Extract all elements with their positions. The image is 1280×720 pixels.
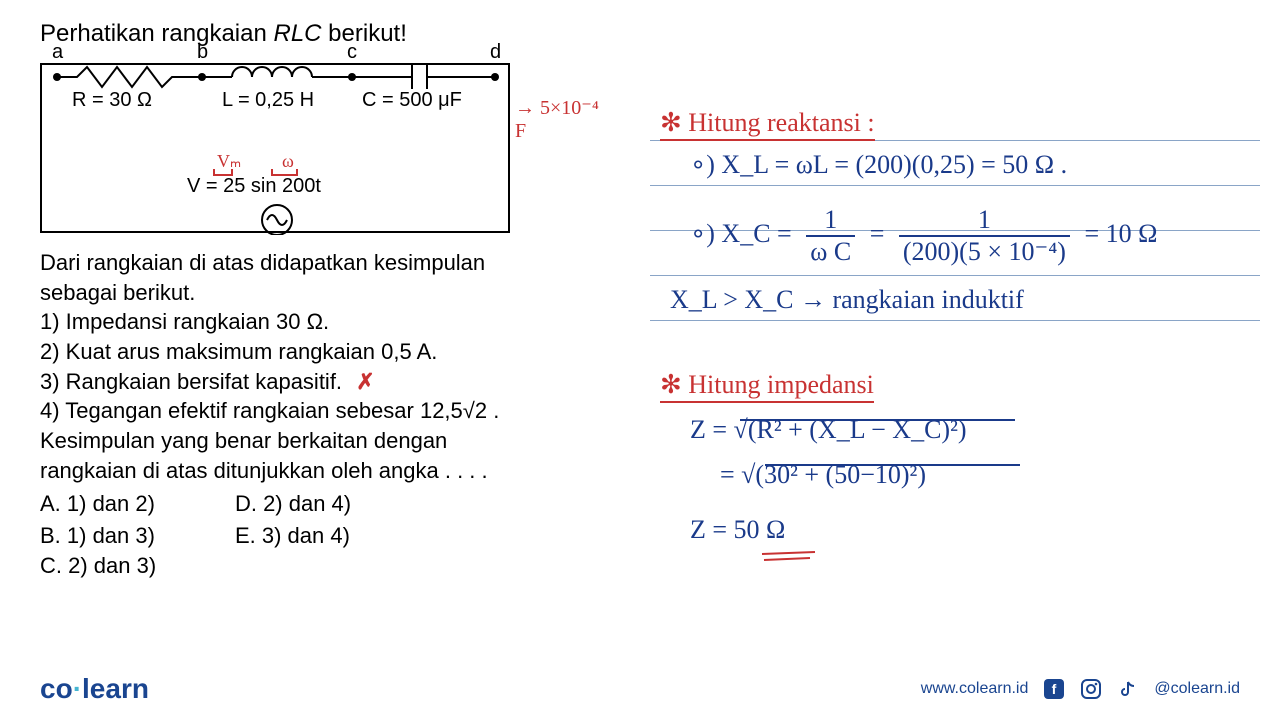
footer-handle: @colearn.id (1154, 680, 1240, 698)
footer-url: www.colearn.id (921, 680, 1029, 698)
footer-right: www.colearn.id f @colearn.id (921, 678, 1240, 700)
problem-conclusion-1: Kesimpulan yang benar berkaitan dengan (40, 426, 600, 456)
circuit-diagram: a b c d R = 30 Ω L = 0,25 H C = 500 μF V… (40, 63, 510, 233)
comparison-line: X_L > X_C → rangkaian induktif (670, 285, 1024, 315)
option-c: C. 2) dan 3) (40, 551, 600, 581)
frac1-num: 1 (806, 205, 855, 237)
title-prefix: Perhatikan rangkaian (40, 20, 273, 47)
problem-title: Perhatikan rangkaian RLC berikut! (40, 20, 600, 48)
eq-sign: = (870, 219, 885, 248)
title-suffix: berikut! (322, 20, 407, 47)
capacitor-label: C = 500 μF (362, 89, 462, 112)
logo-dot-icon: · (73, 673, 82, 704)
xc-result: = 10 Ω (1084, 219, 1157, 248)
red-bracket-icon (212, 167, 302, 177)
rule-line (650, 185, 1260, 186)
frac2-den: (200)(5 × 10⁻⁴) (899, 237, 1070, 267)
logo-co: co (40, 673, 73, 704)
node-d-label: d (490, 41, 501, 64)
instagram-icon (1080, 678, 1102, 700)
logo: co·learn (40, 673, 149, 705)
xl-equation: ∘) X_L = ωL = (200)(0,25) = 50 Ω . (690, 150, 1067, 180)
rule-line (650, 320, 1260, 321)
inductor-label: L = 0,25 H (222, 89, 314, 112)
heading-impedance: ✻ Hitung impedansi (660, 370, 874, 400)
resistor-label: R = 30 Ω (72, 89, 152, 112)
sqrt-bar-1-icon (740, 408, 1020, 422)
conversion-annotation: → 5×10⁻⁴ F (515, 95, 600, 143)
xc-equation-row: ∘) X_C = 1 ω C = 1 (200)(5 × 10⁻⁴) = 10 … (690, 205, 1157, 267)
frac1-den: ω C (806, 237, 855, 267)
problem-item-4: 4) Tegangan efektif rangkaian sebesar 12… (40, 396, 600, 426)
option-d: D. 2) dan 4) (235, 489, 351, 519)
heading-reactance-text: ✻ Hitung reaktansi : (660, 108, 875, 141)
problem-item-3: 3) Rangkaian bersifat kapasitif. (40, 369, 342, 394)
rule-line (650, 275, 1260, 276)
heading-impedance-text: ✻ Hitung impedansi (660, 370, 874, 403)
fraction-1: 1 ω C (806, 205, 855, 267)
node-b-label: b (197, 41, 208, 64)
problem-item-3-row: 3) Rangkaian bersifat kapasitif. ✗ (40, 367, 600, 397)
logo-learn: learn (82, 673, 149, 704)
node-c-label: c (347, 41, 357, 64)
node-a-label: a (52, 41, 63, 64)
problem-item-1: 1) Impedansi rangkaian 30 Ω. (40, 307, 600, 337)
options-row-2: B. 1) dan 3) E. 3) dan 4) (40, 521, 600, 551)
voltage-label: V = 25 sin 200t (187, 175, 321, 198)
option-e: E. 3) dan 4) (235, 521, 350, 551)
problem-item-2: 2) Kuat arus maksimum rangkaian 0,5 A. (40, 337, 600, 367)
title-italic: RLC (273, 20, 321, 47)
option-a: A. 1) dan 2) (40, 489, 155, 519)
facebook-icon: f (1043, 678, 1065, 700)
problem-conclusion-2: rangkaian di atas ditunjukkan oleh angka… (40, 456, 600, 486)
double-underline-icon (760, 550, 820, 564)
red-x-mark: ✗ (356, 369, 374, 394)
tiktok-icon (1117, 678, 1139, 700)
options-row-1: A. 1) dan 2) D. 2) dan 4) (40, 489, 600, 519)
sqrt-bar-2-icon (765, 453, 1025, 467)
svg-text:f: f (1052, 681, 1057, 697)
problem-intro-2: sebagai berikut. (40, 278, 600, 308)
xc-label: ∘) X_C = (690, 219, 792, 248)
heading-reactance: ✻ Hitung reaktansi : (660, 108, 875, 138)
frac2-num: 1 (899, 205, 1070, 237)
fraction-2: 1 (200)(5 × 10⁻⁴) (899, 205, 1070, 267)
problem-text-block: Dari rangkaian di atas didapatkan kesimp… (40, 248, 600, 581)
z-result: Z = 50 Ω (690, 515, 785, 545)
footer: co·learn www.colearn.id f @colearn.id (40, 673, 1240, 705)
option-b: B. 1) dan 3) (40, 521, 155, 551)
problem-intro-1: Dari rangkaian di atas didapatkan kesimp… (40, 248, 600, 278)
